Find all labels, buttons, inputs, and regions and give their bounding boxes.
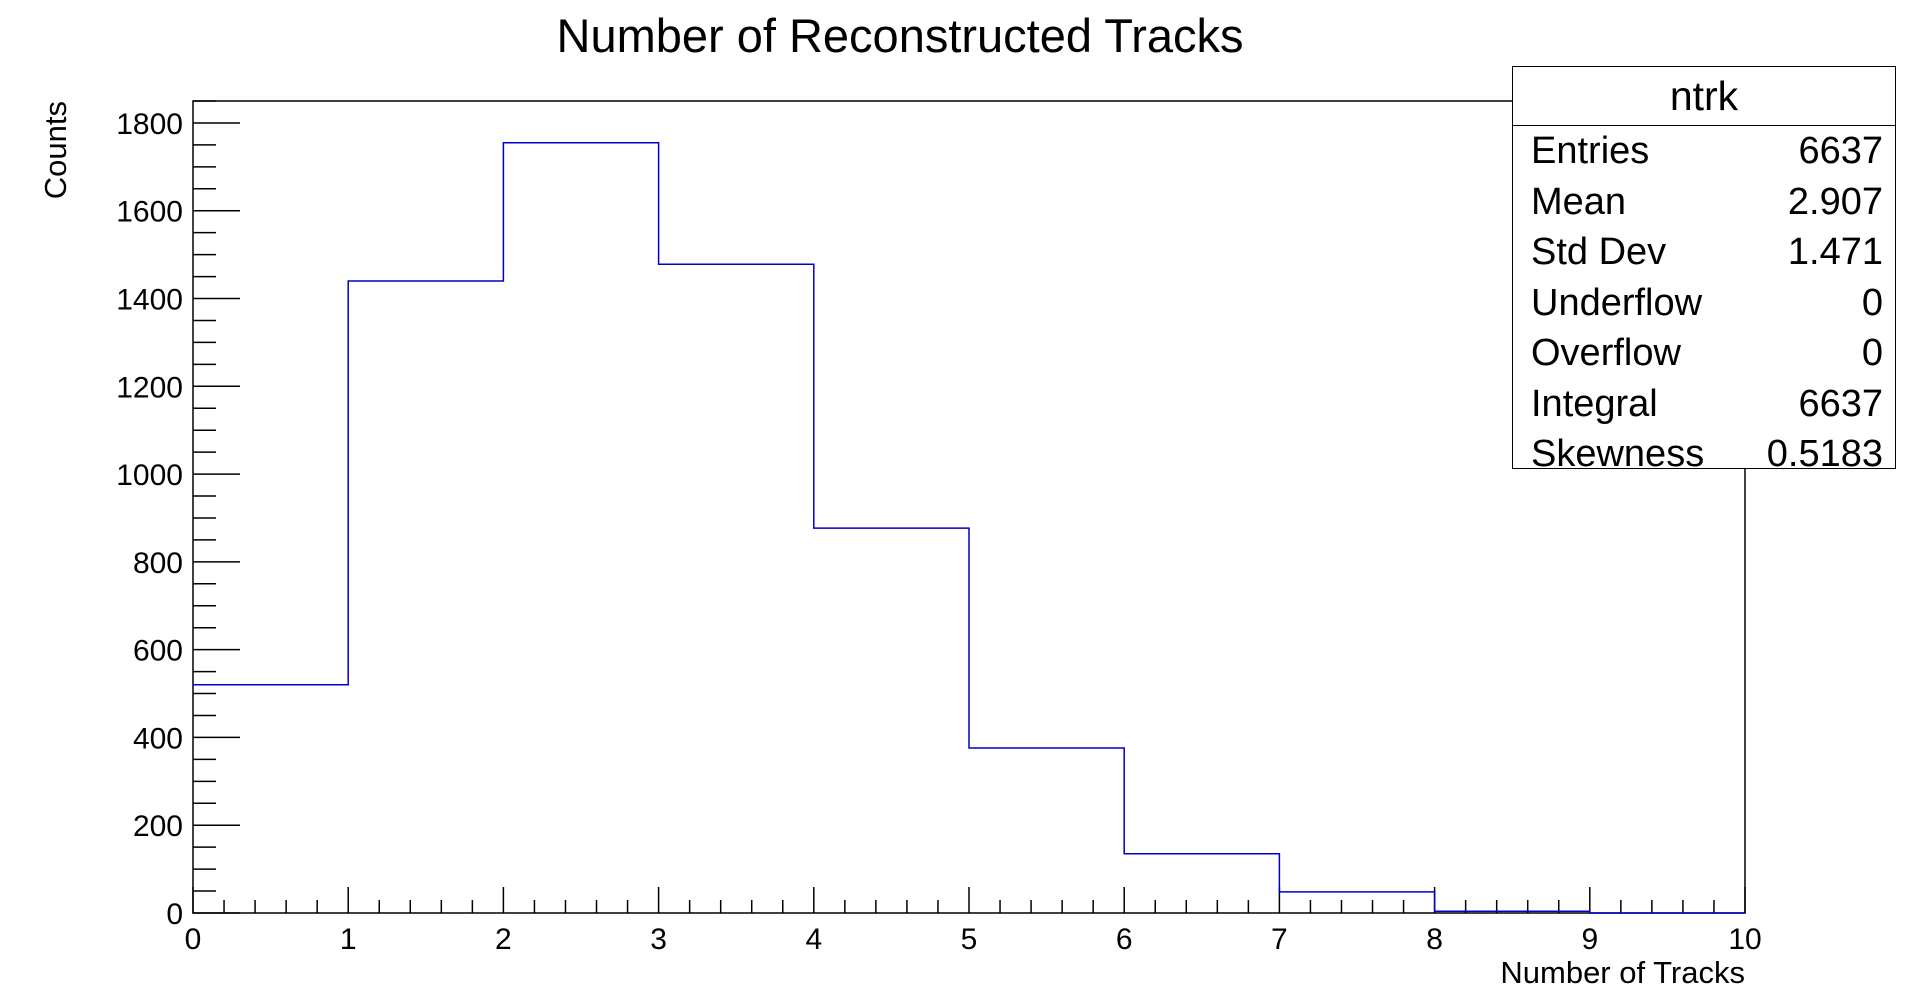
stats-value: 6637 bbox=[1798, 130, 1883, 172]
axis-ticks bbox=[192, 100, 1746, 914]
x-axis-label: Number of Tracks bbox=[1500, 955, 1745, 990]
y-tick-label: 1800 bbox=[116, 108, 183, 141]
chart-title: Number of Reconstructed Tracks bbox=[556, 9, 1244, 62]
y-tick-label: 400 bbox=[133, 722, 183, 755]
stats-row: Entries 6637 bbox=[1513, 126, 1895, 177]
stats-label: Integral bbox=[1531, 382, 1658, 425]
stats-label: Skewness bbox=[1531, 433, 1705, 475]
x-tick-label: 5 bbox=[961, 923, 978, 956]
x-tick-label: 10 bbox=[1728, 923, 1761, 956]
stats-label: Underflow bbox=[1531, 281, 1703, 324]
y-tick-label: 800 bbox=[133, 547, 183, 580]
stats-value: 6637 bbox=[1798, 382, 1883, 425]
y-tick-label: 200 bbox=[133, 810, 183, 843]
y-tick-label: 1600 bbox=[116, 196, 183, 229]
x-tick-label: 9 bbox=[1581, 923, 1598, 956]
y-tick-label: 600 bbox=[133, 635, 183, 668]
x-tick-label: 2 bbox=[495, 923, 512, 956]
stats-label: Std Dev bbox=[1531, 231, 1667, 273]
stats-row: Underflow 0 bbox=[1513, 278, 1895, 329]
stats-row: Skewness 0.5183 bbox=[1513, 429, 1895, 480]
x-tick-label: 3 bbox=[650, 923, 667, 956]
y-tick-label: 1000 bbox=[116, 459, 183, 492]
stats-box: ntrk Entries 6637 Mean 2.907 Std Dev 1.471 … bbox=[1512, 66, 1896, 475]
stats-value: 0 bbox=[1861, 332, 1883, 374]
histogram-line bbox=[193, 141, 1745, 914]
stats-row: Std Dev 1.471 bbox=[1513, 227, 1895, 278]
stats-value: 2.907 bbox=[1787, 180, 1883, 223]
y-tick-label: 0 bbox=[166, 898, 183, 931]
y-tick-label: 1200 bbox=[116, 371, 183, 404]
x-tick-label: 0 bbox=[185, 923, 202, 956]
stats-label: Mean bbox=[1531, 180, 1627, 223]
stats-box-title: ntrk bbox=[1513, 67, 1895, 126]
y-tick-label: 1400 bbox=[116, 284, 183, 317]
x-tick-label: 4 bbox=[805, 923, 822, 956]
y-axis-label: Counts bbox=[38, 101, 73, 199]
x-tick-label: 8 bbox=[1426, 923, 1443, 956]
stats-row: Mean 2.907 bbox=[1513, 177, 1895, 228]
stats-value: 0.5183 bbox=[1766, 433, 1883, 475]
stats-label: Overflow bbox=[1531, 332, 1681, 374]
stats-label: Entries bbox=[1531, 130, 1650, 172]
stats-row: Overflow 0 bbox=[1513, 328, 1895, 379]
stats-value: 1.471 bbox=[1787, 231, 1883, 273]
axis-tick-labels: 0 1 2 3 4 5 6 7 8 9 10 0 200 400 600 800 1000 1200 1400 160… bbox=[116, 108, 1761, 956]
x-tick-label: 7 bbox=[1271, 923, 1288, 956]
stats-value: 0 bbox=[1861, 281, 1883, 324]
x-tick-label: 6 bbox=[1116, 923, 1133, 956]
stats-row: Integral 6637 bbox=[1513, 379, 1895, 430]
x-tick-label: 1 bbox=[340, 923, 357, 956]
